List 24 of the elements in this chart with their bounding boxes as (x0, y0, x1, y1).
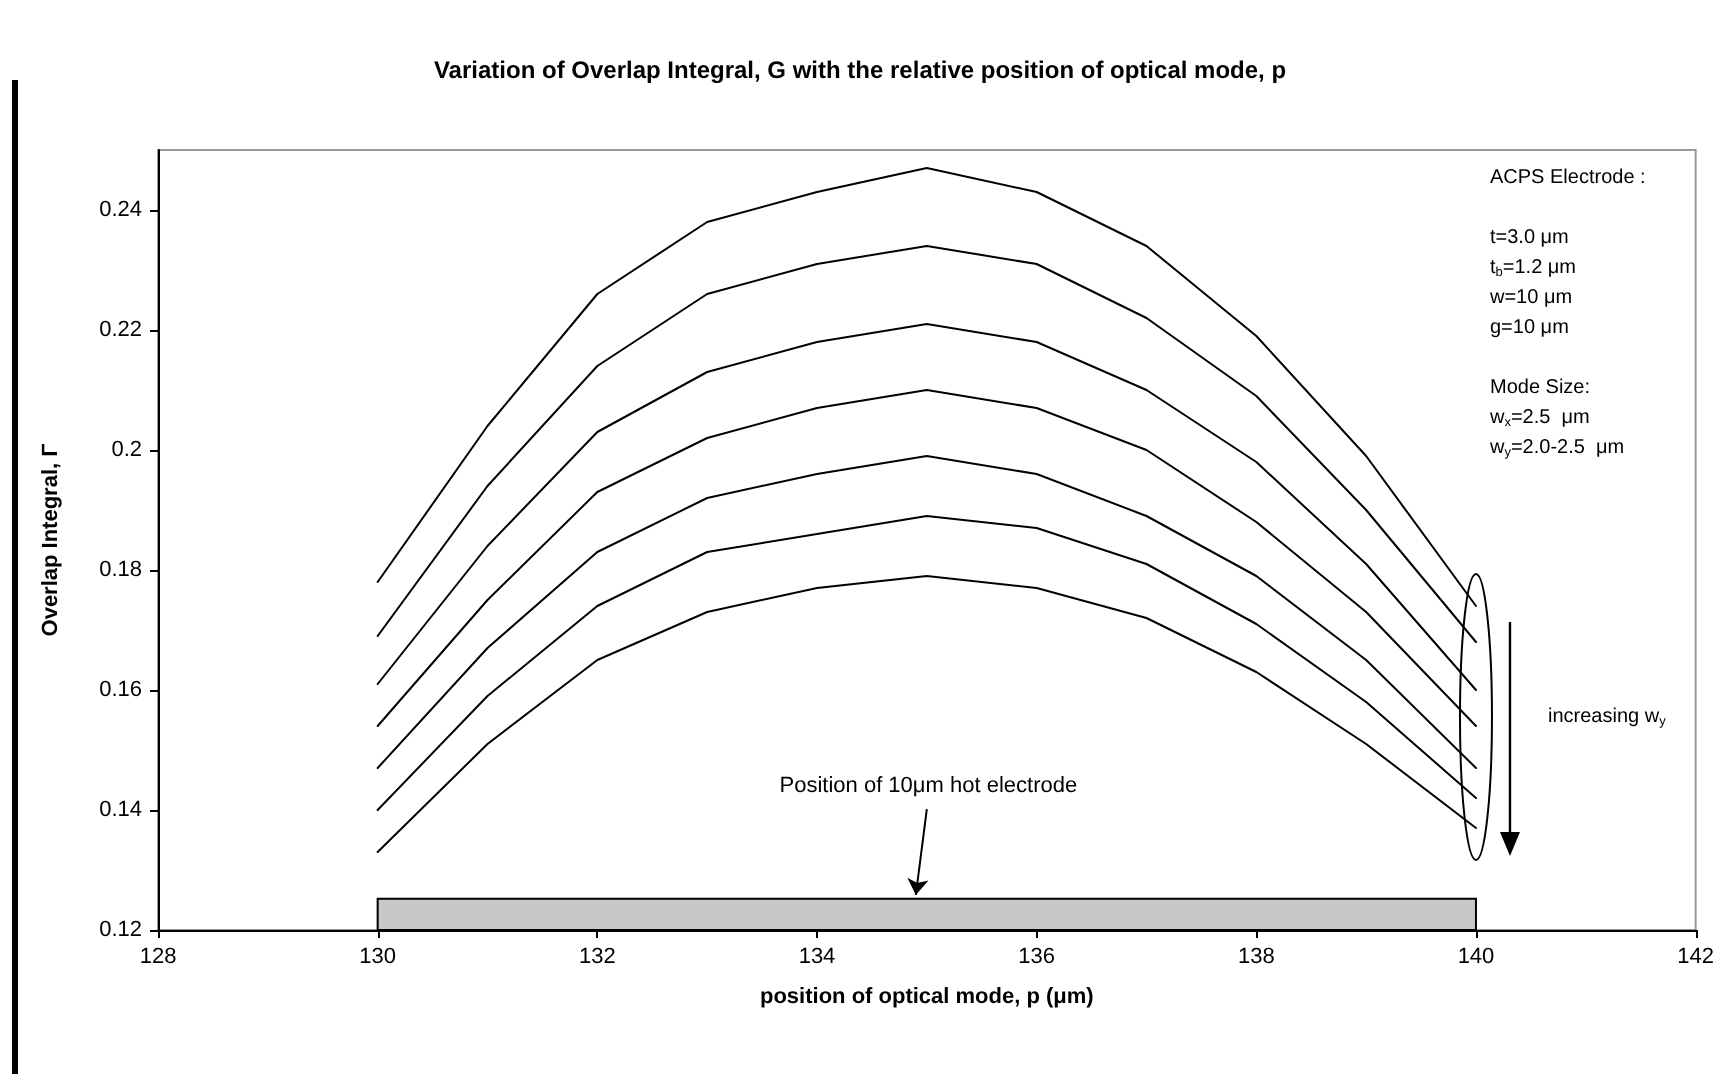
y-tick-label: 0.22 (99, 318, 142, 342)
annotation: w=10 μm (1488, 287, 1573, 309)
y-tick-label: 0.14 (99, 798, 142, 822)
annotation: g=10 μm (1490, 317, 1569, 339)
annotation: t=3.0 μm (1490, 227, 1569, 249)
y-tick-label: 0.18 (99, 558, 142, 582)
x-tick-label: 140 (1457, 945, 1495, 969)
x-tick-label: 136 (1018, 945, 1056, 969)
x-axis-title: position of optical mode, p (μm) (759, 985, 1095, 1009)
x-tick-label: 132 (578, 945, 616, 969)
y-axis-title: Overlap Integral, Γ (39, 442, 63, 637)
annotation: ACPS Electrode : (1490, 167, 1646, 189)
x-tick-label: 134 (798, 945, 836, 969)
x-tick-label: 138 (1237, 945, 1275, 969)
y-tick-label: 0.24 (99, 198, 142, 222)
x-tick-label: 142 (1677, 945, 1715, 969)
y-tick-label: 0.12 (99, 918, 142, 942)
x-tick-label: 130 (359, 945, 397, 969)
chart-title: Variation of Overlap Integral, G with the relative position of optical mode, p (433, 56, 1287, 84)
y-tick-label: 0.2 (111, 438, 142, 462)
y-tick-label: 0.16 (99, 678, 142, 702)
band-label: Position of 10μm hot electrode (779, 774, 1078, 799)
annotation: Mode Size: (1490, 377, 1591, 399)
x-tick-label: 128 (139, 945, 177, 969)
